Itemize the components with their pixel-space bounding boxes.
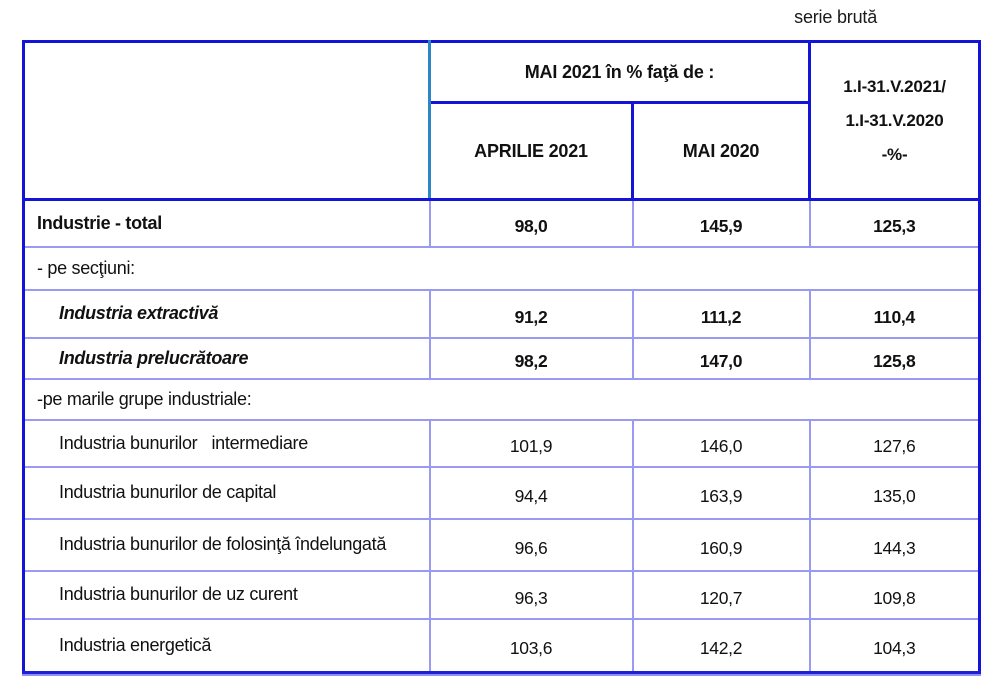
row-label: Industria bunurilor de uz curent bbox=[22, 569, 431, 620]
industry-indices-table: MAI 2021 în % faţă de : 1.I-31.V.2021/ 1… bbox=[22, 40, 981, 674]
corner-cell bbox=[23, 41, 431, 201]
table-row: Industria bunurilor de capital 94,4 163,9 1… bbox=[22, 465, 981, 520]
value-cell: 110,4 bbox=[808, 288, 981, 339]
value-cell: 104,3 bbox=[808, 617, 981, 674]
sub-column-header: APRILIE 2021 bbox=[428, 101, 634, 201]
value-cell: 146,0 bbox=[631, 418, 811, 468]
value-cell: 96,6 bbox=[428, 517, 634, 572]
row-label: - pe secţiuni: bbox=[22, 245, 981, 291]
table-row: Industria bunurilor de uz curent 96,3 120,… bbox=[22, 569, 981, 620]
value-cell: 101,9 bbox=[428, 418, 634, 468]
table-row: Industria energetică 103,6 142,2 104,3 bbox=[22, 617, 981, 674]
value-cell: 163,9 bbox=[631, 465, 811, 520]
row-label: Industria bunurilor intermediare bbox=[22, 418, 431, 468]
value-cell: 111,2 bbox=[631, 288, 811, 339]
value-cell: 145,9 bbox=[631, 198, 811, 248]
table-row: - pe secţiuni: bbox=[22, 245, 981, 291]
table-row: Industria prelucrătoare 98,2 147,0 125,8 bbox=[22, 336, 981, 380]
row-label: Industrie - total bbox=[22, 198, 431, 248]
value-cell: 160,9 bbox=[631, 517, 811, 572]
value-cell: 98,0 bbox=[428, 198, 634, 248]
row-label: -pe marile grupe industriale: bbox=[22, 377, 981, 421]
value-cell: 109,8 bbox=[808, 569, 981, 620]
cumulative-period-line: 1.I-31.V.2021/ bbox=[843, 76, 946, 96]
row-label: Industria extractivă bbox=[22, 288, 431, 339]
table-header: MAI 2021 în % faţă de : 1.I-31.V.2021/ 1… bbox=[23, 41, 980, 201]
value-cell: 125,8 bbox=[808, 336, 981, 380]
row-label: Industria prelucrătoare bbox=[22, 336, 431, 380]
series-annotation: serie brută bbox=[794, 7, 877, 27]
value-cell: 135,0 bbox=[808, 465, 981, 520]
row-label: Industria bunurilor de folosinţă îndelun… bbox=[22, 517, 431, 572]
value-cell: 127,6 bbox=[808, 418, 981, 468]
cumulative-period-line: 1.I-31.V.2020 bbox=[845, 110, 944, 130]
value-cell: 96,3 bbox=[428, 569, 634, 620]
value-cell: 98,2 bbox=[428, 336, 634, 380]
table-row: Industria bunurilor intermediare 101,9 146… bbox=[22, 418, 981, 468]
cumulative-period-header: 1.I-31.V.2021/ 1.I-31.V.2020 -%- bbox=[808, 41, 980, 201]
table-row: -pe marile grupe industriale: bbox=[22, 377, 981, 421]
cumulative-period-line: -%- bbox=[881, 144, 908, 164]
value-cell: 94,4 bbox=[428, 465, 634, 520]
value-cell: 144,3 bbox=[808, 517, 981, 572]
value-cell: 120,7 bbox=[631, 569, 811, 620]
table-row: Industrie - total 98,0 145,9 125,3 bbox=[22, 198, 981, 248]
table-body: Industrie - total 98,0 145,9 125,3- pe secţ… bbox=[22, 198, 981, 674]
value-cell: 125,3 bbox=[808, 198, 981, 248]
row-label: Industria energetică bbox=[22, 617, 431, 674]
table-row: Industria extractivă 91,2 111,2 110,4 bbox=[22, 288, 981, 339]
sub-column-header: MAI 2020 bbox=[631, 101, 811, 201]
table-row: Industria bunurilor de folosinţă îndelun… bbox=[22, 517, 981, 572]
value-cell: 103,6 bbox=[428, 617, 634, 674]
row-label: Industria bunurilor de capital bbox=[22, 465, 431, 520]
column-group-header: MAI 2021 în % faţă de : bbox=[428, 41, 811, 104]
value-cell: 91,2 bbox=[428, 288, 634, 339]
value-cell: 142,2 bbox=[631, 617, 811, 674]
value-cell: 147,0 bbox=[631, 336, 811, 380]
